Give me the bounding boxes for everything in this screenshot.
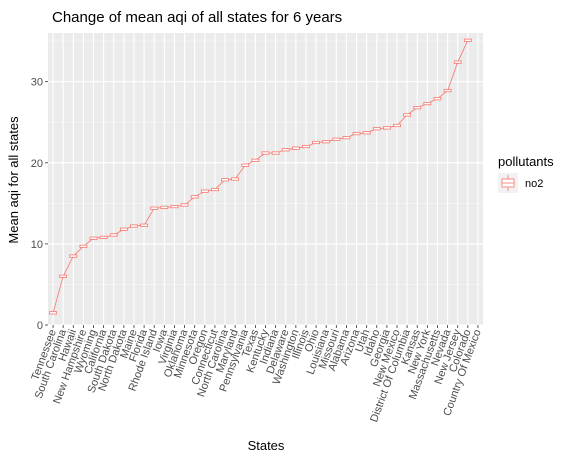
- data-point: [171, 205, 178, 207]
- data-point-box: [464, 39, 471, 41]
- data-point-box: [333, 138, 340, 140]
- legend-title: pollutants: [498, 154, 554, 169]
- data-point-box: [262, 152, 269, 154]
- data-point: [414, 106, 421, 108]
- data-point-box: [201, 190, 208, 192]
- data-point-box: [323, 140, 330, 142]
- data-point: [434, 98, 441, 100]
- y-tick-label: 20: [31, 158, 43, 170]
- data-point: [211, 188, 218, 190]
- data-point-box: [242, 164, 249, 166]
- data-point-box: [272, 152, 279, 154]
- data-point: [130, 225, 137, 227]
- data-point-box: [161, 206, 168, 208]
- data-point: [262, 152, 269, 154]
- data-point: [353, 132, 360, 134]
- data-point: [70, 255, 77, 257]
- data-point-box: [454, 61, 461, 63]
- data-point-box: [222, 179, 229, 181]
- data-point: [343, 136, 350, 138]
- data-point: [60, 275, 67, 277]
- data-point-box: [373, 128, 380, 130]
- data-point-box: [181, 204, 188, 206]
- data-point: [333, 138, 340, 140]
- data-point-box: [232, 178, 239, 180]
- data-point: [141, 224, 148, 226]
- data-point: [252, 159, 259, 161]
- data-point-box: [141, 224, 148, 226]
- data-point: [313, 141, 320, 143]
- data-point: [464, 39, 471, 41]
- data-point-box: [70, 255, 77, 257]
- data-point-box: [394, 124, 401, 126]
- data-point: [363, 132, 370, 134]
- data-point: [394, 124, 401, 126]
- data-point-box: [171, 205, 178, 207]
- data-point-box: [90, 237, 97, 239]
- data-point-box: [80, 245, 87, 247]
- data-point-box: [302, 145, 309, 147]
- data-point-box: [130, 225, 137, 227]
- data-point: [424, 102, 431, 104]
- data-point: [302, 145, 309, 147]
- data-point: [120, 228, 127, 230]
- data-point: [292, 147, 299, 149]
- data-point: [90, 237, 97, 239]
- data-point: [404, 114, 411, 116]
- data-point-box: [353, 132, 360, 134]
- data-point: [323, 140, 330, 142]
- data-point-box: [282, 149, 289, 151]
- data-point-box: [313, 141, 320, 143]
- data-point: [454, 61, 461, 63]
- data-point-box: [120, 228, 127, 230]
- data-point-box: [414, 106, 421, 108]
- y-axis-title: Mean aqi for all states: [6, 116, 21, 244]
- data-point: [232, 178, 239, 180]
- data-point: [282, 149, 289, 151]
- data-point: [201, 190, 208, 192]
- legend: pollutants no2: [498, 154, 554, 193]
- data-point: [80, 245, 87, 247]
- data-point: [373, 128, 380, 130]
- data-point: [151, 207, 158, 209]
- data-point-box: [50, 312, 57, 314]
- data-point-box: [110, 234, 117, 236]
- data-point-box: [211, 188, 218, 190]
- y-tick-label: 0: [37, 320, 43, 332]
- data-point-box: [151, 207, 158, 209]
- data-point-box: [60, 275, 67, 277]
- data-point-box: [252, 159, 259, 161]
- legend-label-no2: no2: [525, 178, 543, 190]
- data-point-box: [363, 132, 370, 134]
- data-point: [222, 179, 229, 181]
- grid-lines: [48, 33, 483, 325]
- data-point-box: [444, 89, 451, 91]
- data-point: [110, 234, 117, 236]
- data-point: [181, 204, 188, 206]
- y-axis: 0 10 20 30: [31, 77, 48, 332]
- y-tick-label: 30: [31, 77, 43, 89]
- data-point-box: [191, 196, 198, 198]
- data-point-box: [404, 114, 411, 116]
- data-point-box: [424, 102, 431, 104]
- chart-title: Change of mean aqi of all states for 6 y…: [52, 9, 342, 26]
- data-point: [383, 127, 390, 129]
- data-point: [100, 236, 107, 238]
- data-point: [161, 206, 168, 208]
- data-point: [191, 196, 198, 198]
- data-point: [444, 89, 451, 91]
- data-point-box: [100, 236, 107, 238]
- data-point: [50, 312, 57, 314]
- data-point: [272, 152, 279, 154]
- data-point-box: [343, 136, 350, 138]
- data-point-box: [434, 98, 441, 100]
- data-point-box: [383, 127, 390, 129]
- data-point-box: [292, 147, 299, 149]
- data-point: [242, 164, 249, 166]
- y-tick-label: 10: [31, 239, 43, 251]
- x-axis-title: States: [248, 438, 285, 453]
